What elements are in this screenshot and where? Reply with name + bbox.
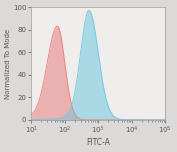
Y-axis label: Normalized To Mode: Normalized To Mode	[5, 29, 11, 99]
X-axis label: FITC-A: FITC-A	[86, 138, 110, 147]
